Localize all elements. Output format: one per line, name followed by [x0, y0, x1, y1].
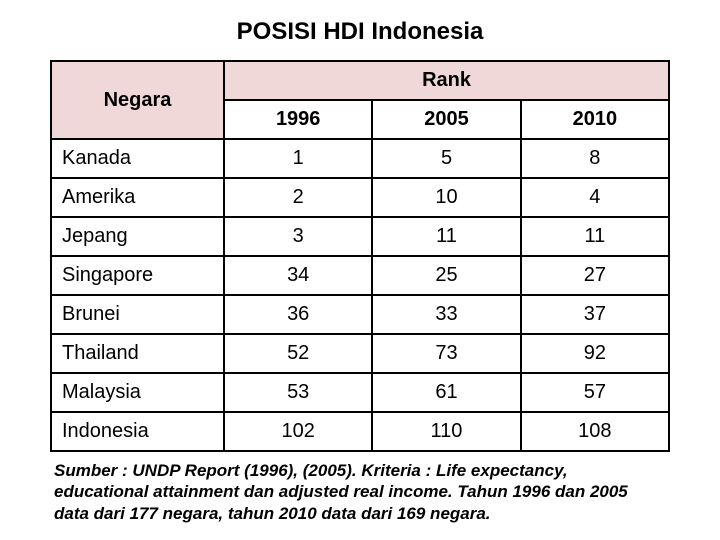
footnote-text: Sumber : UNDP Report (1996), (2005). Kri… [50, 460, 670, 524]
table-row: Malaysia 53 61 57 [51, 373, 669, 412]
cell-value: 11 [521, 217, 669, 256]
cell-value: 57 [521, 373, 669, 412]
cell-country: Singapore [51, 256, 224, 295]
table-row: Brunei 36 33 37 [51, 295, 669, 334]
cell-country: Indonesia [51, 412, 224, 451]
cell-value: 1 [224, 139, 372, 178]
table-row: Thailand 52 73 92 [51, 334, 669, 373]
cell-value: 92 [521, 334, 669, 373]
table-row: Singapore 34 25 27 [51, 256, 669, 295]
col-header-year-0: 1996 [224, 100, 372, 139]
col-header-negara: Negara [51, 61, 224, 139]
table-body: Kanada 1 5 8 Amerika 2 10 4 Jepang 3 11 … [51, 139, 669, 451]
cell-country: Thailand [51, 334, 224, 373]
cell-value: 61 [372, 373, 520, 412]
cell-value: 36 [224, 295, 372, 334]
cell-value: 33 [372, 295, 520, 334]
cell-country: Amerika [51, 178, 224, 217]
table-row: Indonesia 102 110 108 [51, 412, 669, 451]
cell-value: 5 [372, 139, 520, 178]
hdi-table: Negara Rank 1996 2005 2010 Kanada 1 5 8 … [50, 60, 670, 452]
cell-value: 102 [224, 412, 372, 451]
col-header-year-1: 2005 [372, 100, 520, 139]
cell-value: 108 [521, 412, 669, 451]
cell-country: Jepang [51, 217, 224, 256]
cell-value: 34 [224, 256, 372, 295]
cell-value: 3 [224, 217, 372, 256]
cell-country: Brunei [51, 295, 224, 334]
table-row: Jepang 3 11 11 [51, 217, 669, 256]
cell-country: Kanada [51, 139, 224, 178]
cell-value: 52 [224, 334, 372, 373]
cell-value: 2 [224, 178, 372, 217]
cell-country: Malaysia [51, 373, 224, 412]
cell-value: 25 [372, 256, 520, 295]
page-title: POSISI HDI Indonesia [50, 18, 670, 46]
cell-value: 4 [521, 178, 669, 217]
col-header-year-2: 2010 [521, 100, 669, 139]
cell-value: 27 [521, 256, 669, 295]
cell-value: 11 [372, 217, 520, 256]
cell-value: 73 [372, 334, 520, 373]
cell-value: 8 [521, 139, 669, 178]
cell-value: 10 [372, 178, 520, 217]
table-row: Amerika 2 10 4 [51, 178, 669, 217]
table-row: Kanada 1 5 8 [51, 139, 669, 178]
col-header-rank: Rank [224, 61, 669, 100]
cell-value: 53 [224, 373, 372, 412]
cell-value: 37 [521, 295, 669, 334]
cell-value: 110 [372, 412, 520, 451]
